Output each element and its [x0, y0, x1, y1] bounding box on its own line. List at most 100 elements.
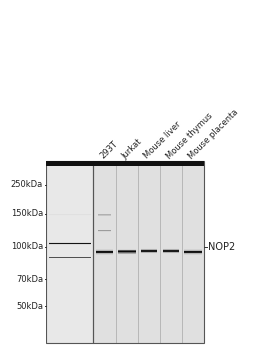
- Text: 293T: 293T: [98, 140, 119, 161]
- Bar: [96, 253, 114, 254]
- Bar: [96, 254, 114, 255]
- Bar: [184, 252, 202, 253]
- Bar: [163, 249, 179, 250]
- Bar: [96, 255, 114, 256]
- Bar: [184, 252, 202, 253]
- Bar: [184, 256, 202, 257]
- Bar: [141, 249, 157, 250]
- Bar: [50, 243, 91, 244]
- Bar: [184, 246, 202, 247]
- Bar: [96, 247, 114, 248]
- Bar: [96, 257, 114, 258]
- Bar: [118, 250, 135, 251]
- Bar: [99, 230, 111, 231]
- Bar: [96, 247, 114, 248]
- Bar: [163, 253, 179, 254]
- Bar: [50, 257, 91, 258]
- Bar: [118, 249, 135, 250]
- Bar: [141, 253, 157, 254]
- Bar: [93, 161, 204, 343]
- Bar: [118, 256, 135, 257]
- Bar: [163, 252, 179, 253]
- Bar: [93, 161, 204, 343]
- Bar: [141, 248, 157, 249]
- Bar: [184, 254, 202, 255]
- Bar: [141, 247, 157, 248]
- Bar: [50, 241, 91, 242]
- Bar: [118, 248, 135, 250]
- Bar: [46, 161, 93, 166]
- Bar: [50, 258, 91, 259]
- Bar: [163, 250, 179, 251]
- Bar: [96, 254, 114, 255]
- Bar: [184, 248, 202, 249]
- Bar: [184, 254, 202, 255]
- Bar: [118, 254, 135, 255]
- Bar: [99, 230, 111, 231]
- Bar: [163, 254, 179, 255]
- Bar: [99, 213, 111, 214]
- Text: Mouse placenta: Mouse placenta: [187, 107, 240, 161]
- Bar: [96, 250, 114, 251]
- Bar: [96, 246, 114, 247]
- Bar: [50, 245, 91, 246]
- Bar: [141, 246, 157, 247]
- Bar: [96, 252, 114, 253]
- Bar: [50, 242, 91, 243]
- Bar: [163, 246, 179, 247]
- Bar: [50, 243, 91, 244]
- Bar: [46, 161, 93, 343]
- Bar: [163, 253, 179, 254]
- Bar: [118, 248, 135, 249]
- Bar: [46, 161, 93, 343]
- Bar: [184, 247, 202, 248]
- Bar: [50, 256, 91, 257]
- Bar: [141, 249, 157, 250]
- Bar: [141, 250, 157, 251]
- Bar: [96, 251, 114, 252]
- Text: 250kDa: 250kDa: [11, 181, 43, 189]
- Bar: [141, 254, 157, 255]
- Bar: [184, 253, 202, 254]
- Bar: [141, 252, 157, 253]
- Bar: [99, 214, 111, 215]
- Text: NOP2: NOP2: [208, 241, 236, 252]
- Bar: [141, 255, 157, 256]
- Bar: [163, 251, 179, 252]
- Bar: [50, 244, 91, 245]
- Text: 50kDa: 50kDa: [16, 302, 43, 311]
- Bar: [184, 256, 202, 257]
- Bar: [99, 215, 111, 216]
- Bar: [118, 251, 135, 252]
- Text: Mouse thymus: Mouse thymus: [165, 111, 214, 161]
- Bar: [99, 215, 111, 216]
- Bar: [99, 232, 111, 233]
- Bar: [50, 256, 91, 257]
- Bar: [163, 247, 179, 248]
- Bar: [163, 249, 179, 250]
- Bar: [163, 251, 179, 252]
- Bar: [96, 249, 114, 250]
- Bar: [184, 250, 202, 251]
- Text: Mouse liver: Mouse liver: [142, 120, 183, 161]
- Bar: [163, 250, 179, 251]
- Bar: [118, 253, 135, 254]
- Text: 100kDa: 100kDa: [11, 242, 43, 251]
- Bar: [184, 255, 202, 256]
- Bar: [99, 231, 111, 232]
- Bar: [118, 254, 135, 255]
- Bar: [184, 257, 202, 258]
- Bar: [96, 246, 114, 247]
- Bar: [118, 247, 135, 248]
- Bar: [118, 257, 135, 258]
- Bar: [163, 248, 179, 249]
- Bar: [163, 252, 179, 253]
- Bar: [96, 251, 114, 252]
- Bar: [96, 252, 114, 253]
- Bar: [184, 249, 202, 250]
- Bar: [96, 256, 114, 257]
- Bar: [96, 256, 114, 257]
- Bar: [141, 253, 157, 254]
- Bar: [118, 255, 135, 256]
- Bar: [141, 251, 157, 252]
